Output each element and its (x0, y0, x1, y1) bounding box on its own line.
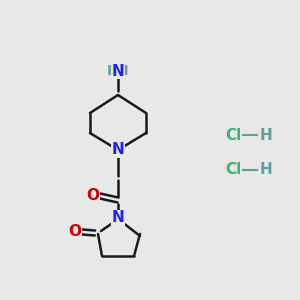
Text: Cl: Cl (225, 163, 241, 178)
Text: H: H (260, 128, 273, 142)
Text: H: H (117, 64, 129, 78)
Text: N: N (112, 142, 124, 158)
Text: N: N (112, 211, 124, 226)
Text: Cl: Cl (225, 128, 241, 142)
Text: N: N (112, 64, 124, 79)
Text: O: O (68, 224, 82, 239)
Text: H: H (107, 64, 119, 78)
Text: O: O (86, 188, 100, 203)
Text: H: H (260, 163, 273, 178)
